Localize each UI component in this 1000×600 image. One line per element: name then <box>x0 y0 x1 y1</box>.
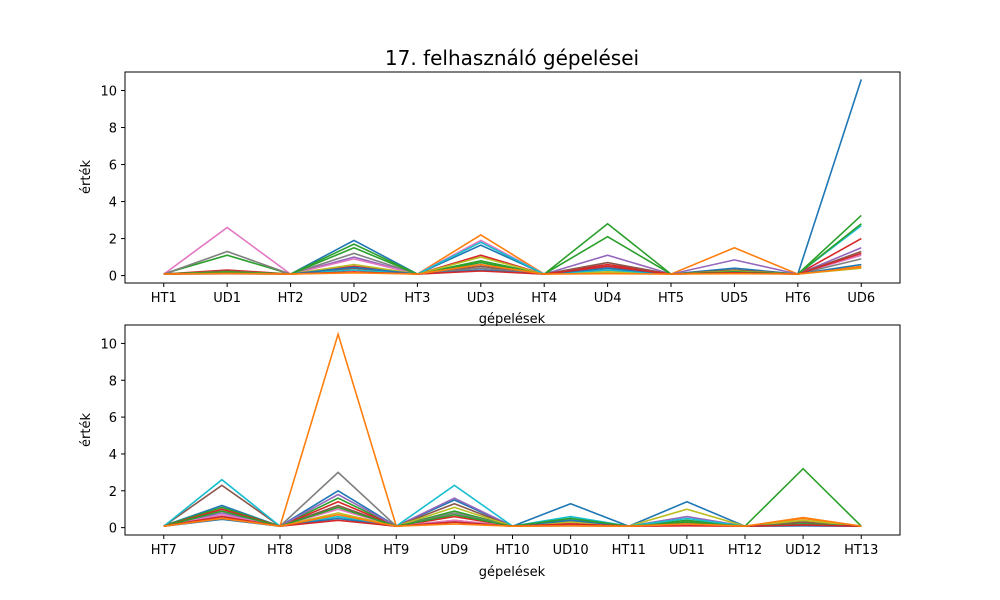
bottom-ylabel: érték <box>79 413 94 447</box>
bottom-xtick-label: UD9 <box>440 543 468 558</box>
bottom-ytick-label: 6 <box>109 411 117 426</box>
bottom-axes-frame <box>124 324 901 536</box>
top-xlabel: gépelések <box>479 312 546 327</box>
top-xtick-label: HT2 <box>278 291 304 306</box>
bottom-xtick-label: UD12 <box>785 543 821 558</box>
bottom-series-line-2 <box>163 331 862 528</box>
bottom-ytick-label: 10 <box>100 337 117 352</box>
top-ytick-label: 0 <box>109 270 117 285</box>
top-ytick-label: 2 <box>109 233 117 248</box>
bottom-xtick-label: UD10 <box>553 543 589 558</box>
top-ytick-label: 8 <box>109 122 117 137</box>
top-series-line-1 <box>163 79 863 275</box>
top-xtick-label: HT6 <box>785 291 811 306</box>
bottom-series-line-14 <box>163 513 862 528</box>
bottom-xtick-label: HT12 <box>728 543 762 558</box>
top-xtick-label: HT5 <box>658 291 684 306</box>
top-xtick-label: UD6 <box>847 291 875 306</box>
bottom-xtick-label: HT11 <box>612 543 646 558</box>
bottom-xtick-label: HT8 <box>267 543 293 558</box>
top-xtick-label: UD5 <box>721 291 749 306</box>
top-xtick-label: UD4 <box>594 291 622 306</box>
top-xtick-label: HT4 <box>531 291 557 306</box>
bottom-ytick-label: 2 <box>109 485 117 500</box>
bottom-xtick-label: HT10 <box>495 543 529 558</box>
top-subplot: gépelések érték HT1 UD1 HT2 UD2 HT3 UD3 HT4 UD4… <box>79 71 901 327</box>
top-xtick-label: UD3 <box>467 291 495 306</box>
top-series-line-14 <box>163 263 862 275</box>
bottom-xtick-label: HT13 <box>844 543 878 558</box>
bottom-series-line-10 <box>163 478 862 528</box>
bottom-xlabel: gépelések <box>479 565 546 580</box>
top-xtick-label: HT3 <box>404 291 430 306</box>
bottom-xtick-label: UD8 <box>324 543 352 558</box>
top-ytick-label: 10 <box>100 85 117 100</box>
bottom-xtick-label: HT9 <box>383 543 409 558</box>
top-axes-frame <box>124 71 901 284</box>
bottom-series-line-6 <box>163 484 862 528</box>
bottom-subplot: gépelések érték HT7 UD7 HT8 UD8 HT9 UD9 HT10 UD… <box>79 324 901 580</box>
chart-title: 17. felhasználó gépelései <box>385 46 639 70</box>
bottom-ytick-label: 0 <box>109 522 117 537</box>
bottom-ytick-label: 4 <box>109 448 117 463</box>
top-ylabel: érték <box>79 160 94 194</box>
bottom-xtick-label: UD11 <box>669 543 705 558</box>
bottom-ytick-label: 8 <box>109 374 117 389</box>
bottom-xtick-label: UD7 <box>208 543 236 558</box>
bottom-series-line-1 <box>163 489 862 528</box>
top-xtick-label: UD2 <box>340 291 368 306</box>
top-xtick-label: UD1 <box>213 291 241 306</box>
top-xtick-label: HT1 <box>151 291 177 306</box>
top-ytick-label: 6 <box>109 159 117 174</box>
top-ytick-label: 4 <box>109 196 117 211</box>
bottom-xtick-label: HT7 <box>151 543 177 558</box>
